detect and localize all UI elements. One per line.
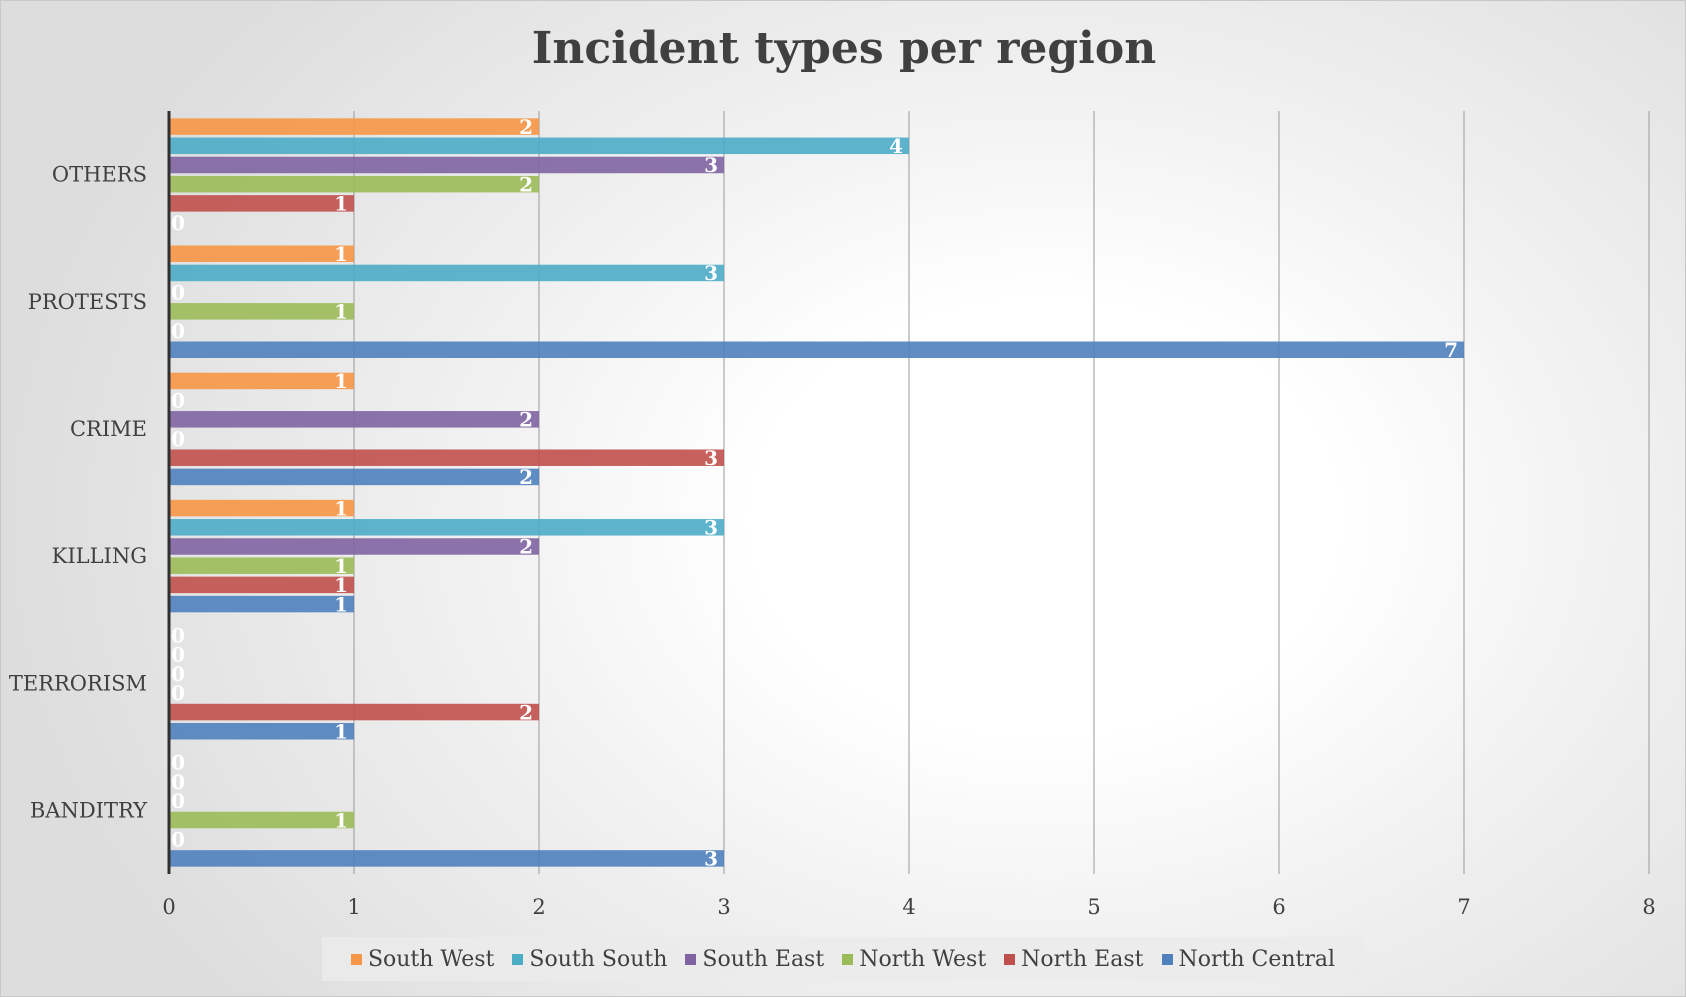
x-tick-label: 2 [532,895,545,919]
data-label: 7 [1444,338,1458,362]
data-label: 0 [171,211,185,235]
bar [169,812,354,829]
data-label: 1 [334,242,348,266]
bar [169,138,909,155]
data-label: 2 [519,535,533,559]
legend-swatch [842,954,853,965]
data-label: 2 [519,172,533,196]
x-tick-label: 5 [1087,895,1100,919]
data-label: 2 [519,700,533,724]
data-label: 1 [334,300,348,324]
category-label: CRIME [70,417,147,441]
data-label: 2 [519,115,533,139]
category-label: BANDITRY [30,798,148,822]
bar [169,157,724,174]
legend-swatch [1162,954,1173,965]
data-label: 0 [171,427,185,451]
legend-item: South East [685,947,824,972]
bar [169,195,354,212]
data-label: 0 [171,319,185,343]
bar [169,469,539,486]
legend-item: South West [351,947,494,972]
legend-label: North West [859,947,986,972]
legend-item: North West [842,947,986,972]
bar [169,265,724,282]
x-tick-label: 1 [347,895,360,919]
legend-swatch [685,954,696,965]
data-label: 0 [171,681,185,705]
bar [169,519,724,536]
bar [169,850,724,867]
legend-label: North Central [1179,947,1336,972]
data-label: 3 [704,153,718,177]
bar [169,176,539,193]
bar [169,704,539,721]
bar [169,373,354,390]
bar [169,557,354,574]
data-label: 3 [704,516,718,540]
legend-item: South South [512,947,667,972]
bar [169,596,354,613]
x-tick-label: 6 [1272,895,1285,919]
data-label: 1 [334,369,348,393]
legend-swatch [351,954,362,965]
data-label: 1 [334,192,348,216]
data-label: 2 [519,408,533,432]
bar [169,303,354,320]
legend-label: South East [702,947,824,972]
bar [169,246,354,263]
bar [169,342,1464,359]
legend-swatch [512,954,523,965]
legend-label: South West [368,947,494,972]
data-label: 1 [334,592,348,616]
bar [169,538,539,555]
bar [169,449,724,466]
bar [169,500,354,517]
bar [169,577,354,594]
category-label: TERRORISM [9,671,147,695]
legend-swatch [1004,954,1015,965]
legend-label: North East [1021,947,1143,972]
bar [169,723,354,740]
data-label: 1 [334,720,348,744]
x-tick-label: 3 [717,895,730,919]
legend-item: North Central [1162,947,1336,972]
category-label: KILLING [52,544,147,568]
data-label: 4 [889,134,903,158]
category-label: OTHERS [52,163,147,187]
data-label: 2 [519,465,533,489]
data-label: 3 [704,847,718,871]
data-label: 1 [334,808,348,832]
bar [169,411,539,428]
x-tick-label: 4 [902,895,915,919]
x-tick-label: 7 [1457,895,1470,919]
data-label: 3 [704,261,718,285]
data-label: 3 [704,446,718,470]
data-label: 0 [171,388,185,412]
data-label: 0 [171,827,185,851]
data-label: 1 [334,496,348,520]
data-label: 0 [171,280,185,304]
legend-item: North East [1004,947,1143,972]
chart-legend: South West South South South East North Wes… [322,937,1364,981]
data-label: 0 [171,789,185,813]
x-tick-label: 0 [162,895,175,919]
legend-label: South South [529,947,667,972]
bar [169,118,539,135]
category-label: PROTESTS [28,290,147,314]
x-tick-label: 8 [1642,895,1655,919]
